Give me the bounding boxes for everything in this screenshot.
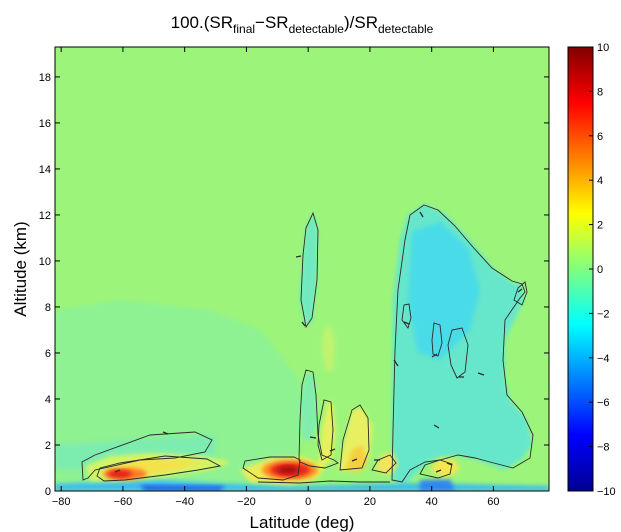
- y-tick-label: 2: [45, 440, 51, 452]
- colorbar-tick-label: −4: [597, 353, 610, 365]
- colorbar-axis: −10 −8 −6 −4 −2 0 2 4 6 8 10: [589, 42, 616, 498]
- colorbar-tick-label: 4: [597, 175, 603, 187]
- y-axis: 0 2 4 6 8 10 12 14 16 18: [39, 72, 549, 498]
- colorbar-tick-label: 0: [597, 264, 603, 276]
- colorbar-tick-label: 10: [597, 42, 609, 54]
- colorbar: [567, 46, 594, 492]
- y-tick-label: 4: [45, 394, 51, 406]
- colorbar-tick-label: −2: [597, 308, 610, 320]
- x-tick-label: −40: [175, 496, 194, 508]
- colorbar-tick-label: −6: [597, 397, 610, 409]
- colorbar-tick-label: 6: [597, 131, 603, 143]
- y-tick-label: 6: [45, 348, 51, 360]
- x-tick-label: 40: [426, 496, 438, 508]
- x-tick-label: 0: [305, 496, 311, 508]
- contour-tick-marks: [114, 211, 523, 473]
- x-axis-label: Latitude (deg): [250, 513, 355, 532]
- y-tick-label: 8: [45, 302, 51, 314]
- x-tick-label: −80: [52, 496, 71, 508]
- x-tick-label: 60: [487, 496, 499, 508]
- y-tick-label: 0: [45, 486, 51, 498]
- x-tick-label: −20: [237, 496, 256, 508]
- y-tick-label: 18: [39, 72, 51, 84]
- x-tick-label: 20: [364, 496, 376, 508]
- colorbar-tick-label: −8: [597, 442, 610, 454]
- y-axis-label: Altitude (km): [11, 221, 30, 316]
- x-tick-label: −60: [114, 496, 133, 508]
- y-tick-label: 12: [39, 210, 51, 222]
- chart-title: 100.(SRfinal−SRdetectable)/SRdetectable: [171, 13, 434, 36]
- y-tick-label: 14: [39, 164, 51, 176]
- x-axis: −80 −60 −40 −20 0 20 40 60: [52, 47, 500, 508]
- heatmap-field: [55, 47, 549, 491]
- plot-frame: [54, 46, 550, 492]
- y-tick-label: 10: [39, 256, 51, 268]
- colorbar-tick-label: −10: [597, 486, 616, 498]
- contour-lines: [81, 204, 534, 484]
- colorbar-tick-label: 8: [597, 86, 603, 98]
- y-tick-label: 16: [39, 118, 51, 130]
- colorbar-tick-label: 2: [597, 220, 603, 232]
